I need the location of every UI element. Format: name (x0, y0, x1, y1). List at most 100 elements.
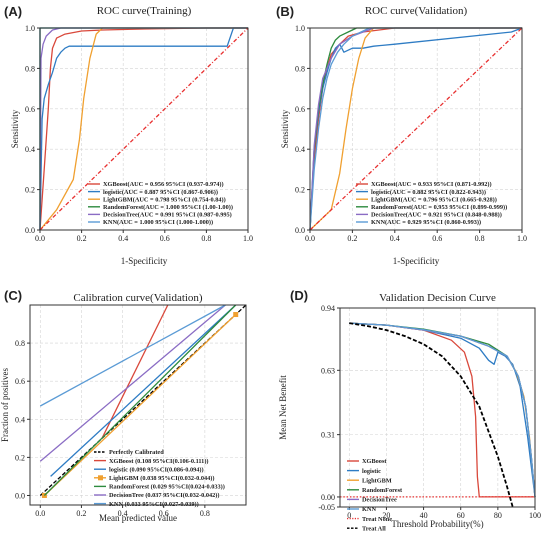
x-axis-label: 1-Specificity (393, 256, 440, 266)
legend-label: logistic(AUC = 0.882 95%CI (0.822-0.943)… (371, 189, 486, 196)
legend-label: KNN (0.033 95%CI(0.027-0.039)) (109, 501, 199, 508)
x-tick-label: 100 (529, 511, 541, 520)
y-axis-label: Sensitivity (280, 109, 290, 148)
panel-label: (D) (290, 288, 308, 303)
series-line (349, 322, 514, 508)
legend-label: RandomForest (362, 487, 403, 494)
series-line (43, 314, 237, 496)
x-tick-label: 40 (420, 511, 428, 520)
x-tick-label: 0.2 (76, 509, 86, 518)
legend-label: DecisionTree (0.037 95%CI(0.032-0.042)) (109, 492, 219, 499)
y-tick-label: 0.31 (321, 431, 335, 440)
legend-label: logistic (0.090 95%CI(0.086-0.094)) (109, 466, 204, 473)
series-line (39, 27, 248, 231)
x-tick-label: 80 (494, 511, 502, 520)
y-tick-label: 0.63 (321, 366, 335, 375)
panel-1: 0.0 0.2 0.4 0.6 0.8 1.0 0.0 0.2 0.4 0.6 0.8 1.0 ROC … (4, 4, 253, 266)
series-marker (233, 312, 239, 318)
legend-label: LightGBM (362, 477, 392, 484)
panel-label: (C) (4, 288, 22, 303)
legend-label: Treat All (362, 525, 386, 532)
y-tick-label: 0.6 (15, 377, 25, 386)
legend-label: LightGBM(AUC = 0.796 95%CI (0.665-0.928)… (371, 196, 497, 203)
series-line (101, 304, 169, 439)
series-line (309, 27, 522, 231)
x-tick-label: 0.0 (305, 234, 315, 243)
x-tick-label: 0.4 (390, 234, 400, 243)
y-axis-label: Fraction of positives (0, 368, 10, 442)
y-tick-label: 1.0 (295, 24, 305, 33)
x-tick-label: 0.6 (159, 509, 169, 518)
chart-title: ROC curve(Validation) (365, 5, 468, 17)
y-tick-label: 0.8 (15, 339, 25, 348)
series-line (39, 304, 226, 462)
chart-title: Validation Decision Curve (379, 292, 496, 304)
y-axis-label: Mean Net Benefit (278, 375, 288, 440)
x-tick-label: 0.6 (160, 234, 170, 243)
legend-label: Perfectly Calibrated (109, 449, 164, 456)
legend-label: logistic(AUC = 0.887 95%CI (0.867-0.906)… (103, 189, 218, 196)
legend-label: DecisionTree(AUC = 0.921 95%CI (0.848-0.… (371, 212, 502, 219)
y-tick-label: -0.05 (318, 503, 335, 512)
x-tick-label: 0.0 (35, 234, 45, 243)
y-axis-label: Sensitivity (10, 109, 20, 148)
y-tick-label: 0.6 (295, 105, 305, 114)
series-line (39, 27, 249, 231)
series-line (309, 27, 522, 231)
plot-frame (29, 304, 247, 506)
series-line (309, 27, 523, 231)
y-tick-label: 0.2 (15, 453, 25, 462)
y-tick-label: 0.0 (295, 226, 305, 235)
x-tick-label: 0.8 (201, 234, 211, 243)
y-tick-label: 0.00 (321, 493, 335, 502)
panel-4: 0 20 40 60 80 100 -0.050.00 0.31 0.63 0.94 Validat… (278, 288, 541, 532)
x-axis-label: 1-Specificity (121, 256, 168, 266)
legend-label: logistic (362, 468, 381, 475)
legend-label: XGBoost(AUC = 0.933 95%CI (0.871-0.992)) (371, 181, 492, 188)
legend-marker (98, 475, 103, 481)
y-tick-label: 0.2 (295, 186, 305, 195)
x-tick-label: 0.4 (118, 509, 128, 518)
legend-label: Treat None (362, 516, 392, 523)
legend-label: RandomForest(AUC = 0.953 95%CI (0.899-0.… (371, 204, 507, 211)
legend-label: RandomForest(AUC = 1.000 95%CI (1.00-1.0… (103, 204, 233, 211)
x-tick-label: 0.2 (347, 234, 357, 243)
x-tick-label: 20 (382, 511, 390, 520)
panel-label: (A) (4, 4, 22, 19)
series-line (43, 304, 237, 496)
x-tick-label: 0.6 (432, 234, 442, 243)
y-tick-label: 0.4 (25, 145, 35, 154)
x-tick-label: 0.8 (475, 234, 485, 243)
legend-label: LightGBM (0.038 95%CI(0.032-0.044)) (109, 475, 214, 482)
plot-frame (339, 307, 536, 508)
panel-2: 0.0 0.2 0.4 0.6 0.8 1.0 0.0 0.2 0.4 0.6 0.8 1.0 ROC … (276, 4, 527, 266)
y-tick-label: 0.4 (295, 145, 305, 154)
series-line (309, 27, 522, 231)
series-line (39, 27, 248, 231)
y-tick-label: 0.8 (25, 64, 35, 73)
y-tick-label: 0.0 (25, 226, 35, 235)
series-line (349, 322, 536, 497)
series-line (39, 27, 248, 231)
panel-label: (B) (276, 4, 294, 19)
y-tick-label: 0.8 (295, 64, 305, 73)
x-tick-label: 0.4 (118, 234, 128, 243)
x-tick-label: 0.0 (35, 509, 45, 518)
y-tick-label: 0.0 (15, 491, 25, 500)
x-tick-label: 1.0 (517, 234, 527, 243)
legend-label: KNN(AUC = 1.000 95%CI (1.000-1.000)) (103, 219, 213, 226)
x-axis-label: Threshold Probability(%) (391, 519, 483, 529)
legend-label: KNN (362, 506, 376, 513)
chart-title: ROC curve(Training) (97, 5, 192, 17)
x-tick-label: 0.8 (200, 509, 210, 518)
series-line (39, 304, 247, 496)
y-tick-label: 0.4 (15, 415, 25, 424)
legend-label: RandomForest (0.029 95%CI(0.024-0.033)) (109, 484, 225, 491)
chart-title: Calibration curve(Validation) (73, 292, 203, 304)
legend-label: DecisionTree(AUC = 0.991 95%CI (0.987-0.… (103, 212, 232, 219)
legend-label: DecisionTree (362, 497, 397, 504)
y-tick-label: 0.94 (321, 304, 335, 313)
x-axis-label: Mean predicted value (99, 513, 177, 523)
legend-label: KNN(AUC = 0.929 95%CI (0.860-0.993)) (371, 219, 481, 226)
